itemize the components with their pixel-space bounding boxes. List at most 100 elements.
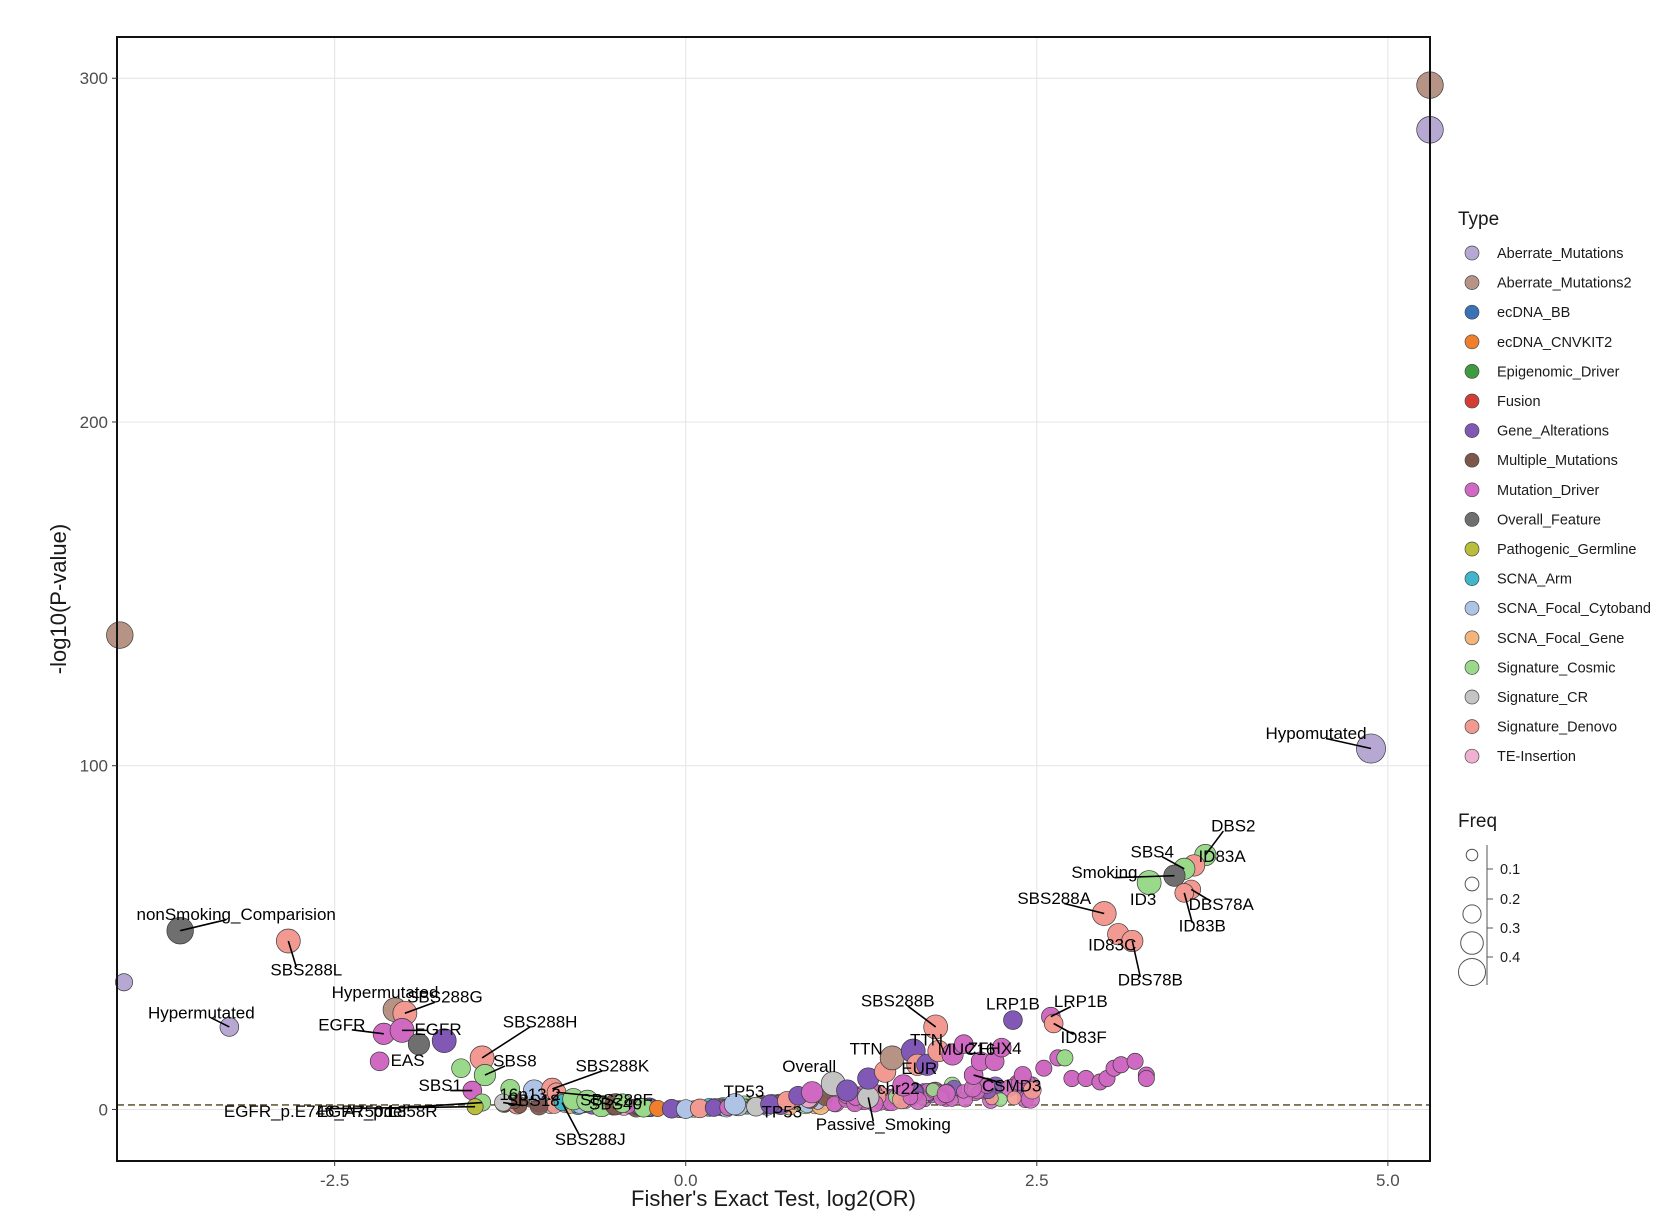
data-point	[991, 1037, 1012, 1058]
label-leader-line	[287, 940, 298, 968]
data-point	[106, 621, 134, 649]
y-axis-ticks: 0 100 200 300	[80, 69, 117, 1119]
freq-legend-label: 0.4	[1500, 950, 1520, 966]
legend-swatch	[1464, 541, 1480, 557]
point-label: EUR	[901, 1059, 937, 1078]
point-label: SBS1	[419, 1076, 462, 1095]
data-point	[431, 1028, 457, 1054]
data-point	[1003, 1010, 1023, 1030]
legend-label: SCNA_Focal_Cytoband	[1497, 601, 1651, 617]
point-label: SBS288L	[270, 960, 342, 979]
data-point	[1056, 1049, 1074, 1067]
y-axis-title: -log10(P-value)	[46, 524, 71, 674]
type-legend-title: Type	[1458, 209, 1499, 230]
type-legend: Type Aberrate_Mutations Aberrate_Mutation…	[1458, 209, 1651, 765]
legend-swatch	[1464, 719, 1480, 734]
freq-legend-circle	[1465, 848, 1479, 862]
label-leader-line	[1190, 888, 1212, 903]
point-label: SBS288K	[575, 1056, 649, 1075]
legend-swatch	[1464, 364, 1480, 379]
point-label: 16p13.2	[499, 1085, 560, 1104]
point-label: Overall	[782, 1057, 836, 1076]
data-point	[612, 1093, 633, 1114]
data-point	[892, 1074, 915, 1097]
point-label: CSMD3	[982, 1077, 1042, 1096]
x-tick-label: 2.5	[1025, 1171, 1049, 1190]
point-label: SBS288H	[503, 1012, 578, 1031]
point-label: MUC16	[938, 1040, 996, 1059]
data-point	[1112, 1056, 1130, 1074]
point-label: TP53	[762, 1102, 803, 1121]
plot-panel-border	[116, 36, 1431, 1162]
point-label: chr22	[877, 1079, 920, 1098]
point-label: SBS288J	[555, 1130, 626, 1149]
freq-legend-circle	[1457, 957, 1487, 987]
label-leader-line	[1183, 892, 1194, 924]
label-leader-line	[1204, 830, 1224, 856]
legend-swatch	[1464, 304, 1480, 320]
data-point	[723, 1093, 746, 1116]
point-label: SBS288G	[407, 988, 483, 1007]
background-point	[1006, 1090, 1022, 1106]
data-point	[369, 1051, 390, 1072]
point-label: Passive_Smoking	[816, 1115, 951, 1134]
legend-label: SCNA_Focal_Gene	[1497, 631, 1624, 647]
point-label: ID3	[1130, 890, 1156, 909]
data-point	[801, 1081, 824, 1104]
legend-label: Multiple_Mutations	[1497, 453, 1618, 469]
data-point	[1077, 1070, 1095, 1087]
legend-swatch	[1464, 748, 1480, 764]
point-label: ZFHX4	[968, 1039, 1022, 1058]
point-label: SBS288F	[580, 1091, 653, 1110]
freq-legend-label: 0.2	[1500, 892, 1520, 908]
point-label: ID83A	[1198, 847, 1246, 866]
y-tick-label: 200	[80, 413, 108, 432]
freq-legend: Freq 0.1 0.2 0.3 0.4	[1457, 811, 1520, 987]
data-point	[1013, 1066, 1032, 1085]
legend-label: Aberrate_Mutations2	[1497, 276, 1632, 292]
legend-label: Gene_Alterations	[1497, 424, 1609, 440]
point-label: Hypermutated	[148, 1003, 255, 1022]
label-leader-line	[1053, 1022, 1075, 1036]
data-point	[115, 973, 133, 992]
legend-swatch	[1464, 334, 1480, 350]
legend-label: ecDNA_BB	[1497, 305, 1570, 321]
point-label: Smoking	[1071, 863, 1137, 882]
label-leader-line	[1161, 856, 1185, 870]
point-label: ID83F	[1061, 1028, 1107, 1047]
legend-swatch	[1464, 423, 1480, 438]
point-label: nonSmoking_Comparision	[136, 905, 335, 924]
point-label: Hypermutated	[332, 983, 439, 1002]
data-point	[1035, 1059, 1053, 1077]
legend-label: ecDNA_CNVKIT2	[1497, 335, 1612, 351]
point-label: TTN	[910, 1030, 943, 1049]
point-label: LRP1B	[1054, 992, 1108, 1011]
data-point	[451, 1058, 471, 1078]
label-leader-line	[561, 1102, 581, 1137]
point-label: DBS2	[1211, 817, 1255, 836]
label-leader-line	[1325, 737, 1372, 750]
freq-legend-circle	[1464, 876, 1480, 892]
data-point	[836, 1079, 859, 1102]
grid-lines	[117, 37, 1430, 1161]
point-label: DBS78B	[1118, 970, 1183, 989]
legend-swatch	[1464, 275, 1480, 290]
label-leader-line	[503, 1101, 524, 1107]
point-label: SBS288B	[861, 991, 935, 1010]
point-label: SBS4	[1131, 842, 1174, 861]
point-label: DBS78A	[1189, 895, 1255, 914]
label-leader-line	[1131, 940, 1142, 978]
label-leader-line	[867, 1097, 875, 1122]
label-leader-line	[210, 1017, 230, 1028]
point-label: EAS	[391, 1051, 425, 1070]
point-label: EGFR	[414, 1020, 461, 1039]
legend-label: Pathogenic_Germline	[1497, 542, 1636, 558]
legend-swatch	[1464, 630, 1480, 646]
data-point	[407, 1033, 430, 1056]
point-label: EGFR	[318, 1015, 365, 1034]
legend-label: Mutation_Driver	[1497, 483, 1600, 499]
data-points	[106, 71, 1444, 1119]
freq-legend-title: Freq	[1458, 811, 1497, 832]
legend-label: Fusion	[1497, 394, 1541, 410]
legend-swatch	[1464, 600, 1480, 616]
